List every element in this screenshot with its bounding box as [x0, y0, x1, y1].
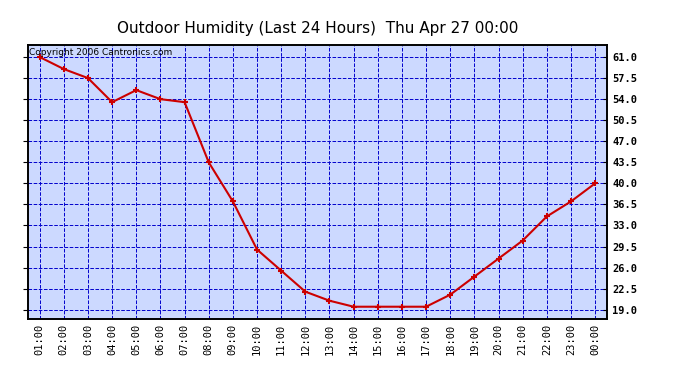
Text: Outdoor Humidity (Last 24 Hours)  Thu Apr 27 00:00: Outdoor Humidity (Last 24 Hours) Thu Apr… [117, 21, 518, 36]
Text: Copyright 2006 Cantronics.com: Copyright 2006 Cantronics.com [29, 48, 172, 57]
